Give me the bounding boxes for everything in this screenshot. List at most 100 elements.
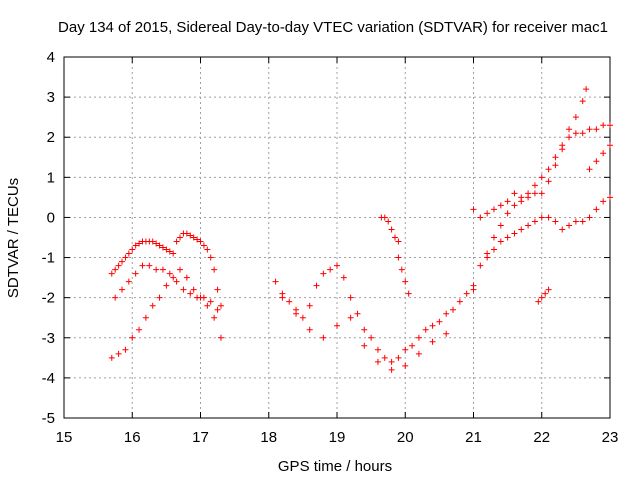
data-point [552, 162, 559, 169]
data-point [139, 262, 146, 269]
data-point [566, 222, 573, 229]
data-point [149, 302, 156, 309]
data-point [183, 230, 190, 237]
data-point [381, 214, 388, 221]
data-point [211, 314, 218, 321]
y-tick-label: 0 [47, 209, 55, 226]
data-point [477, 262, 484, 269]
data-point [525, 222, 532, 229]
data-point [217, 334, 224, 341]
data-point [470, 282, 477, 289]
data-point [200, 294, 207, 301]
data-point [542, 290, 549, 297]
data-point [354, 310, 361, 317]
data-point [470, 206, 477, 213]
data-point [187, 232, 194, 239]
series-segment-8 [470, 86, 590, 289]
data-point [381, 354, 388, 361]
y-tick-label: 2 [47, 129, 55, 146]
data-point [490, 246, 497, 253]
data-point [194, 294, 201, 301]
series-segment-3 [112, 262, 221, 313]
data-point [320, 334, 327, 341]
data-point [166, 270, 173, 277]
data-point [286, 298, 293, 305]
chart-title: Day 134 of 2015, Sidereal Day-to-day VTE… [58, 19, 608, 36]
data-point [159, 266, 166, 273]
x-tick-label: 22 [533, 429, 550, 446]
data-point [129, 246, 136, 253]
data-point [211, 266, 218, 273]
data-point [531, 218, 538, 225]
data-point [490, 234, 497, 241]
data-point [593, 206, 600, 213]
data-point [112, 266, 119, 273]
x-tick-label: 21 [465, 429, 482, 446]
y-tick-label: -5 [42, 410, 55, 427]
data-point [122, 254, 129, 261]
data-point [484, 254, 491, 261]
data-point [306, 326, 313, 333]
series-segment-12 [535, 286, 552, 305]
data-point [327, 266, 334, 273]
data-point [579, 130, 586, 137]
data-point [334, 262, 340, 269]
data-point [552, 218, 559, 225]
data-point [320, 270, 327, 277]
data-point [136, 326, 143, 333]
y-tick-label: -2 [42, 290, 55, 307]
data-point [436, 318, 443, 325]
data-point [552, 154, 559, 161]
data-point [538, 214, 545, 221]
data-point [545, 286, 552, 293]
series-segment-5 [279, 294, 450, 373]
data-point [531, 190, 538, 197]
data-point [132, 242, 139, 249]
data-point [600, 198, 607, 205]
data-point [518, 226, 525, 233]
data-point [173, 278, 180, 285]
data-point [299, 314, 306, 321]
data-point [115, 262, 122, 269]
data-point [392, 234, 399, 241]
data-point [511, 230, 518, 237]
data-point [607, 194, 613, 201]
data-point [388, 226, 395, 233]
data-point [146, 262, 153, 269]
data-point [204, 246, 211, 253]
data-point [361, 326, 368, 333]
data-point [559, 226, 566, 233]
data-point [368, 334, 375, 341]
data-point [347, 294, 354, 301]
data-point [217, 302, 224, 309]
x-tick-label: 15 [56, 429, 73, 446]
data-point [163, 282, 170, 289]
data-point [170, 250, 177, 257]
x-tick-label: 18 [260, 429, 277, 446]
x-tick-label: 23 [602, 429, 619, 446]
data-point [600, 122, 607, 129]
series-segment-4 [272, 262, 477, 365]
data-point [538, 190, 545, 197]
data-point [190, 286, 197, 293]
series-segment-7 [395, 254, 412, 297]
data-point [159, 244, 166, 251]
data-point [313, 282, 320, 289]
data-point [586, 166, 593, 173]
data-point [395, 254, 402, 261]
data-point [415, 350, 422, 357]
data-point [504, 234, 511, 241]
data-point [535, 298, 542, 305]
data-point [395, 238, 402, 245]
data-point [306, 302, 313, 309]
data-point [463, 290, 470, 297]
series-segment-1 [108, 230, 224, 309]
data-point [204, 302, 211, 309]
data-point [108, 270, 115, 277]
data-point [429, 338, 436, 345]
data-point [497, 222, 504, 229]
data-point [177, 266, 184, 273]
data-point [415, 334, 422, 341]
data-point [395, 354, 402, 361]
